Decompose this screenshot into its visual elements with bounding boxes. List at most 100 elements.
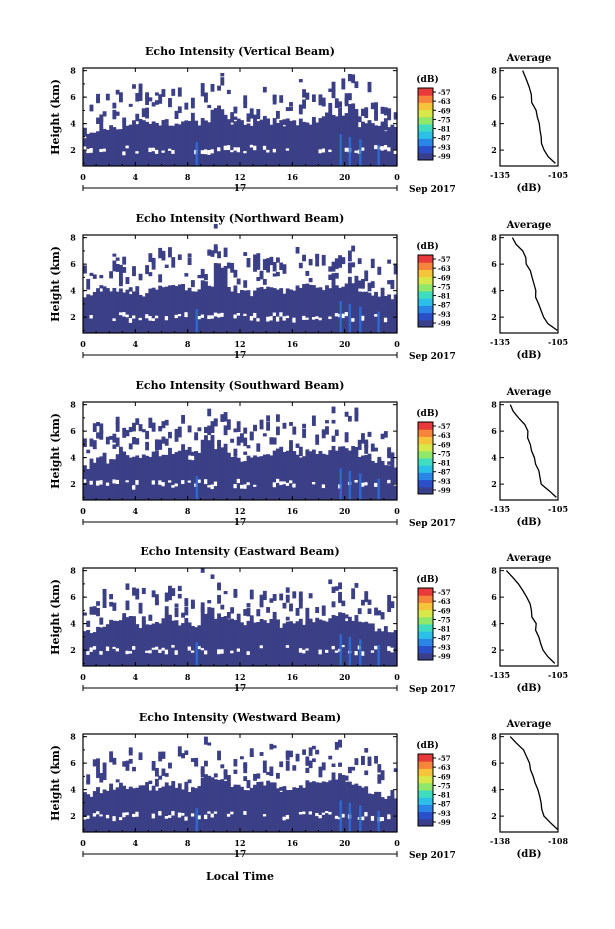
clear-gap bbox=[148, 147, 153, 153]
echo-patch bbox=[184, 598, 189, 607]
clear-gap bbox=[279, 312, 284, 317]
echo-patch bbox=[311, 758, 316, 763]
colorbar-segment bbox=[418, 88, 433, 96]
colorbar-tick-label: -57 bbox=[438, 255, 451, 264]
echo-column bbox=[138, 457, 143, 500]
echo-column bbox=[289, 292, 293, 333]
x-tick-label: 20 bbox=[339, 506, 351, 516]
echo-patch bbox=[262, 278, 267, 285]
echo-column bbox=[292, 120, 297, 166]
colorbar-segment bbox=[418, 298, 433, 306]
y-tick-label: 8 bbox=[70, 400, 76, 410]
echo-column bbox=[99, 793, 104, 832]
echo-column bbox=[253, 455, 257, 500]
echo-patch bbox=[374, 102, 378, 113]
echo-column bbox=[321, 453, 326, 500]
echo-column bbox=[370, 794, 375, 832]
average-y-tick-label: 4 bbox=[491, 286, 497, 296]
echo-patch bbox=[321, 605, 326, 612]
echo-patch bbox=[357, 280, 362, 289]
echo-patch bbox=[302, 99, 307, 109]
echo-column bbox=[171, 453, 176, 500]
colorbar-segment bbox=[418, 616, 433, 625]
clear-gap bbox=[374, 645, 378, 650]
echo-patch bbox=[158, 247, 163, 253]
clear-gap bbox=[204, 479, 208, 485]
colorbar-tick-label: -57 bbox=[438, 422, 451, 431]
echo-patch bbox=[236, 421, 241, 432]
average-y-tick-label: 8 bbox=[491, 732, 497, 742]
echo-patch bbox=[154, 767, 159, 777]
echo-patch bbox=[354, 412, 359, 422]
echo-patch bbox=[361, 599, 365, 606]
echo-column bbox=[197, 786, 202, 832]
x-tick-label: 0 bbox=[394, 672, 400, 682]
echo-patch bbox=[145, 92, 150, 99]
echo-column bbox=[213, 449, 218, 500]
echo-column bbox=[302, 624, 307, 666]
echo-patch bbox=[308, 277, 313, 283]
echo-patch bbox=[132, 766, 136, 772]
colorbar-segment bbox=[418, 312, 433, 321]
average-x-tick-label: -105 bbox=[548, 337, 568, 347]
echo-patch bbox=[184, 273, 189, 277]
strong-echo-streak bbox=[339, 468, 342, 500]
colorbar-tick-label: -69 bbox=[438, 606, 451, 615]
echo-column bbox=[253, 784, 257, 832]
echo-patch bbox=[328, 579, 333, 585]
echo-column bbox=[217, 779, 221, 832]
echo-column bbox=[279, 288, 284, 333]
echo-patch bbox=[187, 622, 192, 631]
clear-gap bbox=[161, 150, 166, 153]
clear-gap bbox=[331, 645, 336, 650]
echo-patch bbox=[338, 101, 342, 108]
echo-column bbox=[105, 288, 110, 333]
echo-patch bbox=[305, 767, 310, 773]
colorbar-segment bbox=[418, 319, 433, 328]
clear-gap bbox=[92, 813, 97, 817]
echo-patch bbox=[204, 92, 208, 103]
strong-echo-streak bbox=[359, 639, 362, 666]
echo-patch bbox=[361, 787, 365, 795]
echo-column bbox=[118, 787, 123, 832]
echo-patch bbox=[321, 429, 326, 439]
clear-gap bbox=[118, 312, 123, 316]
colorbar-tick-label: -63 bbox=[438, 97, 451, 106]
echo-patch bbox=[187, 779, 192, 784]
echo-patch bbox=[135, 787, 140, 799]
echo-column bbox=[151, 785, 156, 832]
echo-patch bbox=[285, 760, 290, 771]
echo-patch bbox=[158, 756, 163, 762]
echo-patch bbox=[357, 439, 362, 450]
echo-column bbox=[275, 624, 280, 666]
echo-patch bbox=[246, 603, 251, 607]
echo-patch bbox=[161, 421, 166, 429]
clear-gap bbox=[112, 479, 117, 484]
clear-gap bbox=[177, 314, 182, 317]
echo-column bbox=[240, 793, 244, 832]
echo-patch bbox=[190, 599, 195, 608]
colorbar-segment bbox=[418, 790, 433, 798]
average-x-tick-label: -135 bbox=[490, 337, 510, 347]
echo-field bbox=[83, 223, 398, 333]
clear-gap bbox=[112, 318, 117, 322]
echo-column bbox=[328, 450, 333, 500]
echo-patch bbox=[266, 258, 271, 268]
echo-patch bbox=[135, 92, 140, 102]
echo-patch bbox=[226, 89, 231, 95]
average-x-label: (dB) bbox=[517, 517, 542, 528]
echo-column bbox=[184, 624, 189, 666]
echo-column bbox=[341, 446, 346, 500]
x-tick-label: 4 bbox=[133, 838, 139, 848]
clear-gap bbox=[361, 816, 365, 821]
echo-column bbox=[298, 618, 303, 666]
echo-patch bbox=[364, 107, 369, 119]
echo-column bbox=[89, 295, 94, 333]
echo-column bbox=[99, 291, 104, 333]
strong-echo-streak bbox=[348, 636, 352, 666]
echo-column bbox=[112, 620, 117, 666]
echo-patch bbox=[132, 587, 136, 596]
echo-column bbox=[230, 790, 235, 832]
echo-patch bbox=[102, 452, 107, 463]
colorbar-tick-label: -87 bbox=[438, 134, 451, 143]
